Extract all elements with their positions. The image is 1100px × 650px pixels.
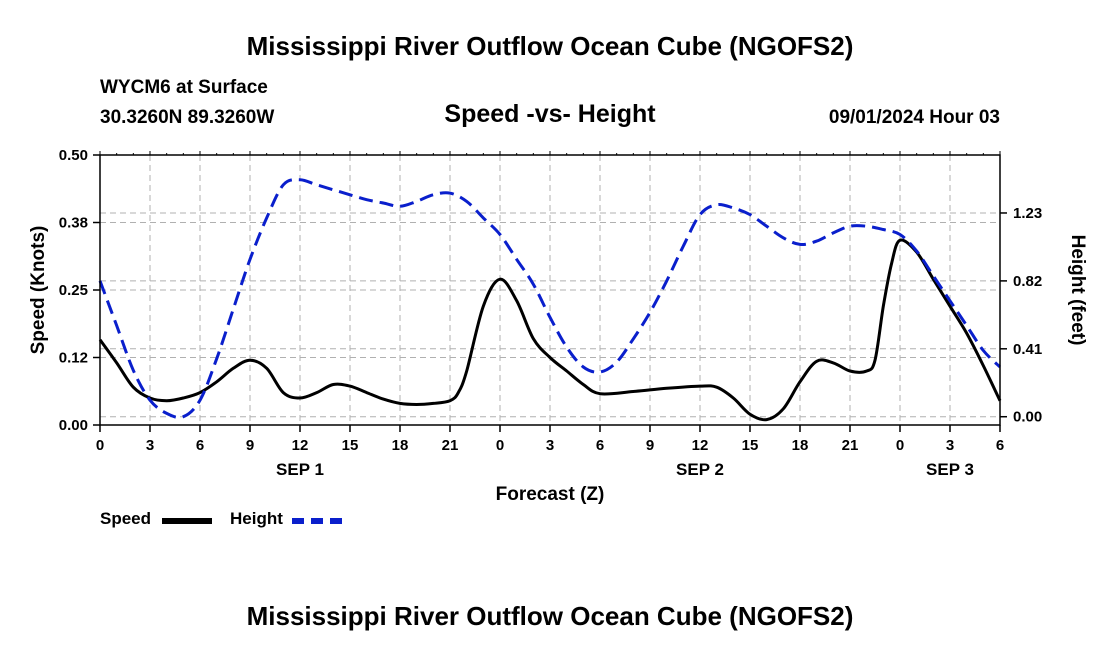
legend-height-label: Height [230, 509, 283, 528]
legend-height-swatch [292, 518, 342, 524]
x-axis-title: Forecast (Z) [496, 484, 605, 505]
day-label: SEP 3 [926, 460, 974, 479]
x-tick-label: 18 [392, 437, 409, 454]
axis-ticks [93, 151, 1007, 432]
x-tick-label: 6 [596, 437, 604, 454]
y-tick-label: 0.38 [59, 215, 88, 232]
x-tick-label: 0 [496, 437, 504, 454]
x-tick-label: 21 [442, 437, 459, 454]
y2-tick-label: 0.00 [1013, 409, 1042, 426]
y-tick-label: 0.12 [59, 350, 88, 367]
main-title: Mississippi River Outflow Ocean Cube (NG… [246, 31, 854, 61]
x-tick-label: 3 [946, 437, 954, 454]
x-tick-label: 15 [342, 437, 359, 454]
datetime-label: 09/01/2024 Hour 03 [828, 107, 1000, 128]
x-tick-label: 3 [546, 437, 554, 454]
x-tick-label: 6 [996, 437, 1004, 454]
x-tick-label: 6 [196, 437, 204, 454]
coordinates-label: 30.3260N 89.3260W [100, 107, 275, 128]
footer-title: Mississippi River Outflow Ocean Cube (NG… [246, 601, 854, 631]
y2-tick-label: 1.23 [1013, 205, 1042, 222]
speed-series-line [98, 238, 1002, 422]
x-tick-label: 15 [742, 437, 759, 454]
station-label: WYCM6 at Surface [100, 77, 268, 98]
height-series-line [98, 178, 1002, 420]
y-tick-label: 0.00 [59, 417, 88, 434]
x-tick-label: 18 [792, 437, 809, 454]
y2-tick-label: 0.82 [1013, 273, 1042, 290]
day-label: SEP 1 [276, 460, 324, 479]
y2-axis-title: Height (feet) [1067, 235, 1088, 346]
legend-speed-label: Speed [100, 509, 152, 528]
grid-lines [100, 154, 1000, 426]
legend-speed-swatch [162, 518, 212, 524]
series-group [98, 178, 1002, 422]
x-tick-label: 9 [646, 437, 654, 454]
x-tick-label: 0 [96, 437, 104, 454]
x-tick-label: 12 [692, 437, 709, 454]
day-label: SEP 2 [676, 460, 724, 479]
x-tick-label: 3 [146, 437, 154, 454]
x-tick-label: 9 [246, 437, 254, 454]
y-axis-title: Speed (Knots) [28, 226, 49, 355]
y-tick-label: 0.50 [59, 147, 88, 164]
x-tick-label: 12 [292, 437, 309, 454]
y-tick-label: 0.25 [59, 282, 88, 299]
x-tick-label: 0 [896, 437, 904, 454]
axis-labels: 0 3 6 9 12 15 18 21 0 3 6 9 12 15 18 21 0 3 6 0.00 0.12 0.25 0… [28, 147, 1088, 505]
y2-tick-label: 0.41 [1013, 341, 1042, 358]
x-tick-label: 21 [842, 437, 859, 454]
chart-subtitle: Speed -vs- Height [444, 100, 656, 128]
